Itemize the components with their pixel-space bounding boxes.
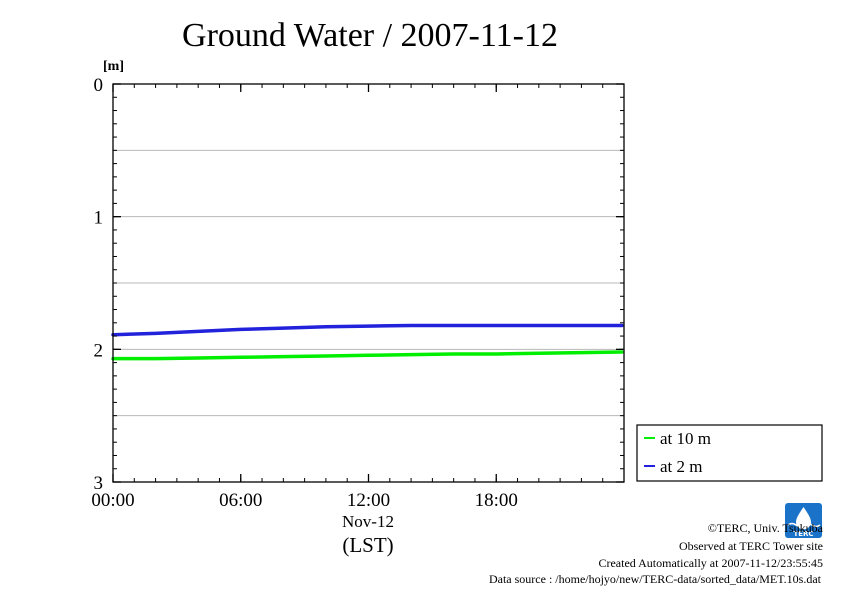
wave-icon [787,522,821,528]
legend-label-at-10m: at 10 m [660,429,711,448]
legend: at 10 m at 2 m [636,424,823,482]
y-unit-label: [m] [103,59,124,74]
x-tick-label: 18:00 [475,490,518,511]
grid-lines [113,149,624,417]
x-tick-label: 06:00 [219,490,262,511]
x-tick-label: 00:00 [91,490,134,511]
series-line-at-2-m [111,323,624,337]
observed-text: Observed at TERC Tower site [679,539,823,553]
x-timezone-label: (LST) [342,533,393,557]
legend-label-at-2m: at 2 m [660,457,703,476]
y-tick-label: 3 [94,473,104,494]
y-tick-label: 1 [94,208,104,229]
logo-text: TERC [793,530,813,538]
y-tick-label: 0 [94,75,104,96]
x-date-label: Nov-12 [342,512,394,531]
legend-box [636,424,823,482]
copyright-text: ©TERC, Univ. Tsukuba [708,521,824,535]
created-text: Created Automatically at 2007-11-12/23:5… [598,556,823,570]
series-layer [111,323,624,361]
chart-title: Ground Water / 2007-11-12 [182,17,558,54]
x-tick-label: 12:00 [347,490,390,511]
axis-ticks: 0 1 2 300:00 06:00 12:00 18:00 [91,75,625,511]
series-line-at-10-m [111,350,624,361]
y-tick-label: 2 [94,340,104,361]
data-source-text: Data source : /home/hojyo/new/TERC-data/… [489,572,822,586]
terc-logo: TERC [785,503,822,538]
